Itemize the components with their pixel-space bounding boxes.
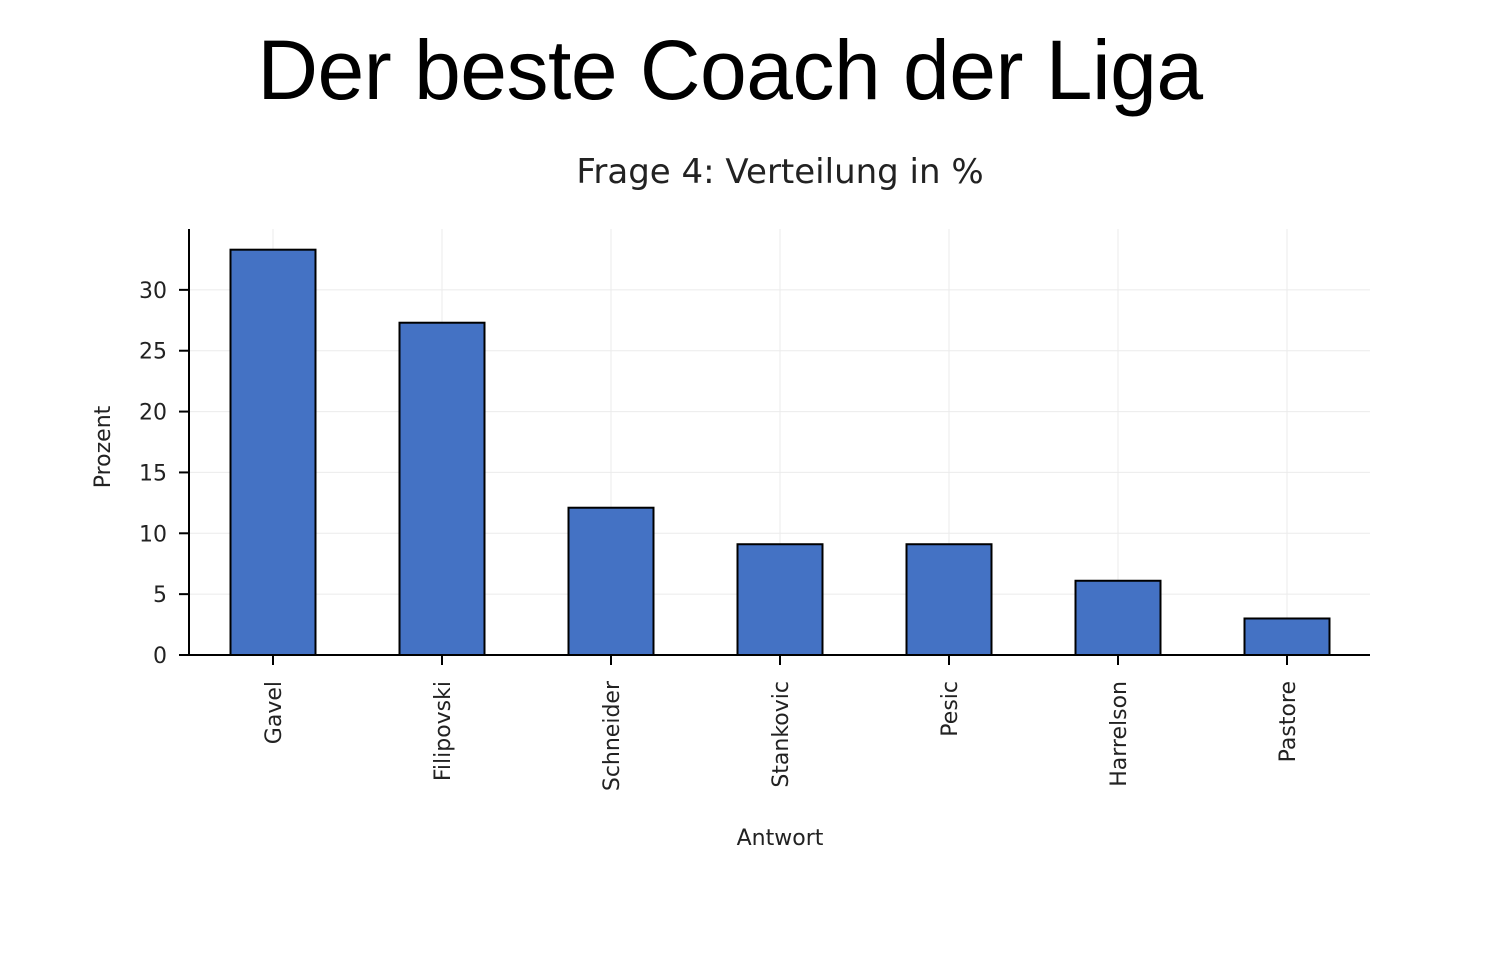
bar-gavel [229, 248, 317, 656]
bar-filipovski [398, 321, 486, 656]
y-tick-label: 10 [139, 522, 167, 547]
chart-title: Frage 4: Verteilung in % [576, 152, 983, 192]
bar-pesic [905, 543, 993, 656]
x-ticks: Gavel Filipovski Schneider Stankovic Pesic Ha… [262, 655, 1301, 791]
y-axis-label: Prozent [91, 405, 116, 488]
slide-title: Der beste Coach der Liga [257, 23, 1203, 117]
bar-pastore [1243, 617, 1331, 657]
bar-harrelson [1074, 579, 1162, 656]
bar-stankovic [736, 543, 824, 656]
bars [229, 248, 1331, 657]
y-tick-label: 0 [153, 644, 167, 669]
x-tick-label: Pastore [1276, 681, 1301, 762]
x-tick-label: Pesic [938, 681, 963, 737]
y-tick-label: 5 [153, 583, 167, 608]
y-tick-label: 30 [139, 279, 167, 304]
y-tick-label: 20 [139, 401, 167, 426]
x-tick-label: Filipovski [431, 681, 456, 781]
y-tick-label: 15 [139, 461, 167, 486]
y-ticks: 0 5 10 15 20 25 30 [139, 279, 189, 669]
y-tick-label: 25 [139, 340, 167, 365]
x-tick-label: Stankovic [769, 681, 794, 788]
x-tick-label: Harrelson [1107, 681, 1132, 787]
x-tick-label: Gavel [262, 681, 287, 744]
x-axis-label: Antwort [737, 826, 824, 851]
x-tick-label: Schneider [600, 680, 625, 791]
bar-schneider [567, 506, 655, 656]
